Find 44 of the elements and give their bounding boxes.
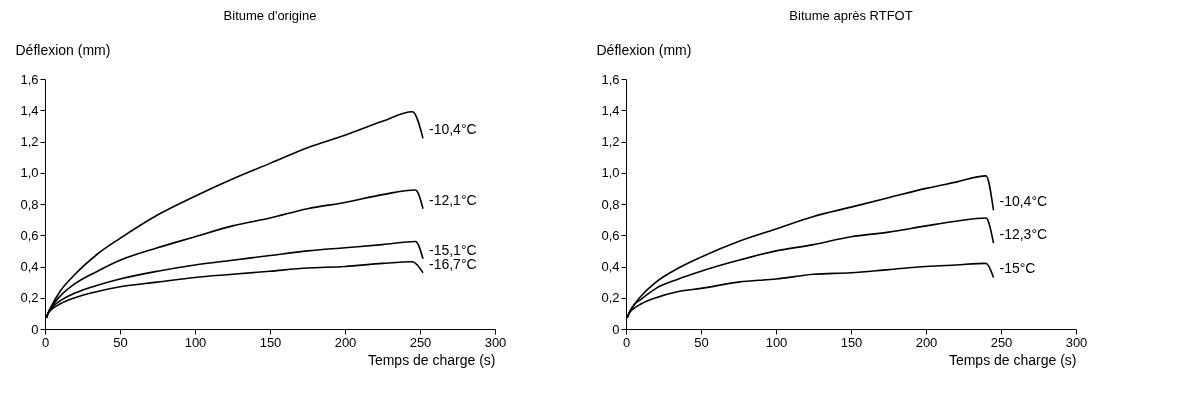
y-tick-label: 1,6 [601, 71, 620, 87]
x-tick-label: 0 [41, 334, 50, 350]
chart-title: Bitume après RTFOT [789, 8, 913, 23]
x-tick-label: 250 [990, 334, 1013, 350]
x-tick-label: 150 [840, 334, 863, 350]
y-tick-label: 0,2 [20, 290, 39, 306]
series-label: -10,4°C [999, 193, 1048, 210]
x-tick-label: 50 [113, 334, 128, 350]
y-axis-title: Déflexion (mm) [15, 41, 111, 58]
x-tick-label: 300 [1065, 334, 1088, 350]
x-tick-label: 150 [259, 334, 282, 350]
y-tick-label: 1,4 [601, 102, 620, 118]
x-tick-label: 200 [915, 334, 938, 350]
series-label: -15°C [999, 260, 1036, 277]
y-tick-label: 0,8 [20, 196, 39, 212]
y-tick-label: 0,4 [20, 259, 39, 274]
x-tick-label: 250 [409, 334, 432, 350]
y-tick-label: 0,2 [601, 290, 620, 306]
x-tick-label: 300 [484, 334, 507, 350]
series-label: -12,1°C [429, 191, 477, 208]
x-tick-label: 100 [765, 334, 788, 350]
y-tick-label: 1,2 [601, 134, 620, 149]
x-axis-title: Temps de charge (s) [367, 351, 496, 368]
series-label: -15,1°C [429, 241, 477, 258]
y-tick-label: 0,4 [601, 259, 620, 274]
y-tick-label: 0 [612, 321, 620, 337]
x-tick-label: 200 [334, 334, 357, 350]
y-tick-label: 0 [31, 321, 39, 337]
x-tick-label: 50 [694, 334, 709, 350]
series-label: -12,3°C [999, 226, 1048, 243]
series-label: -10,4°C [429, 121, 477, 138]
x-tick-label: 100 [184, 334, 207, 350]
chart-title: Bitume d'origine [223, 8, 317, 23]
y-tick-label: 0,6 [601, 227, 620, 243]
y-tick-label: 1,0 [601, 165, 620, 181]
y-tick-label: 1,0 [20, 165, 39, 181]
y-tick-label: 1,6 [20, 71, 39, 87]
x-axis-title: Temps de charge (s) [948, 351, 1077, 368]
x-tick-label: 0 [622, 334, 631, 350]
y-tick-label: 1,2 [20, 134, 39, 149]
y-tick-label: 0,6 [20, 227, 39, 243]
y-tick-label: 1,4 [20, 102, 39, 118]
y-tick-label: 0,8 [601, 196, 620, 212]
y-axis-title: Déflexion (mm) [596, 41, 692, 58]
